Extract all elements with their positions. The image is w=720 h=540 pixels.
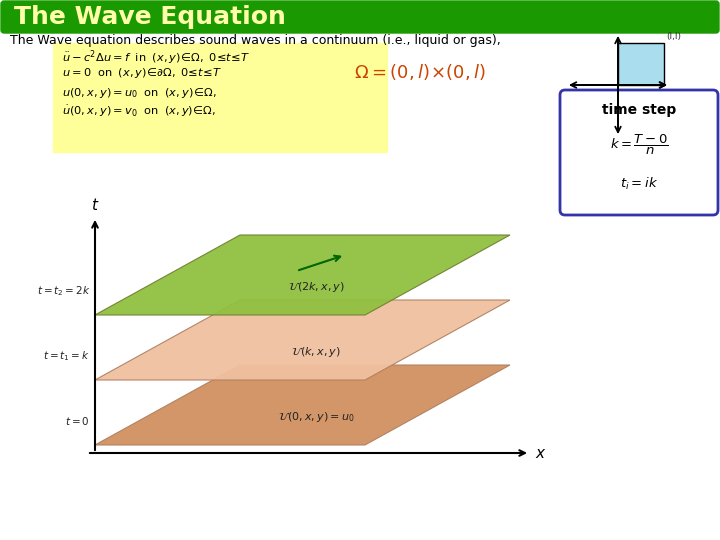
Text: $t = 0$: $t = 0$ [66,415,90,427]
Text: $t = t_1 = k$: $t = t_1 = k$ [43,349,90,363]
FancyBboxPatch shape [53,43,387,152]
Text: The Wave Equation: The Wave Equation [14,5,286,29]
Text: $\ddot{u} - c^2\Delta u = f\;$ in $\;(x,y)\!\in\!\Omega,\;0\!\leq\! t\!\leq\! T$: $\ddot{u} - c^2\Delta u = f\;$ in $\;(x,… [62,48,251,66]
Text: $x$: $x$ [535,446,546,461]
Text: $u = 0\;$ on $\;(x,y)\!\in\!\partial\Omega,\;0\!\leq\! t\!\leq\! T$: $u = 0\;$ on $\;(x,y)\!\in\!\partial\Ome… [62,66,222,80]
Text: $\mathcal{U}(0, x, y) = u_0$: $\mathcal{U}(0, x, y) = u_0$ [278,410,354,424]
Polygon shape [95,300,510,380]
FancyBboxPatch shape [1,1,719,33]
Polygon shape [95,235,510,315]
FancyBboxPatch shape [560,90,718,215]
Bar [618,43,664,85]
Text: $t_i = ik$: $t_i = ik$ [620,176,658,192]
Polygon shape [95,365,510,445]
Text: $\Omega = (0,l)\!\times\!(0,l)$: $\Omega = (0,l)\!\times\!(0,l)$ [354,62,486,82]
Text: $t$: $t$ [91,197,99,213]
Text: The Wave equation describes sound waves in a continuum (i.e., liquid or gas),: The Wave equation describes sound waves … [10,34,500,47]
Text: time step: time step [602,103,676,117]
Text: $\mathcal{U}(k, x, y)$: $\mathcal{U}(k, x, y)$ [291,345,341,359]
Text: $u(0,x,y) = u_0\;$ on $\;(x,y)\!\in\!\Omega,$: $u(0,x,y) = u_0\;$ on $\;(x,y)\!\in\!\Om… [62,86,217,100]
Text: $\dot{u}(0,x,y) = v_0\;$ on $\;(x,y)\!\in\!\Omega,$: $\dot{u}(0,x,y) = v_0\;$ on $\;(x,y)\!\i… [62,104,216,119]
Text: $t = t_2 = 2k$: $t = t_2 = 2k$ [37,284,90,298]
Text: (l,l): (l,l) [666,32,681,41]
Text: $k = \dfrac{T-0}{n}$: $k = \dfrac{T-0}{n}$ [610,133,668,157]
Text: $\mathcal{U}(2k, x, y)$: $\mathcal{U}(2k, x, y)$ [287,280,344,294]
